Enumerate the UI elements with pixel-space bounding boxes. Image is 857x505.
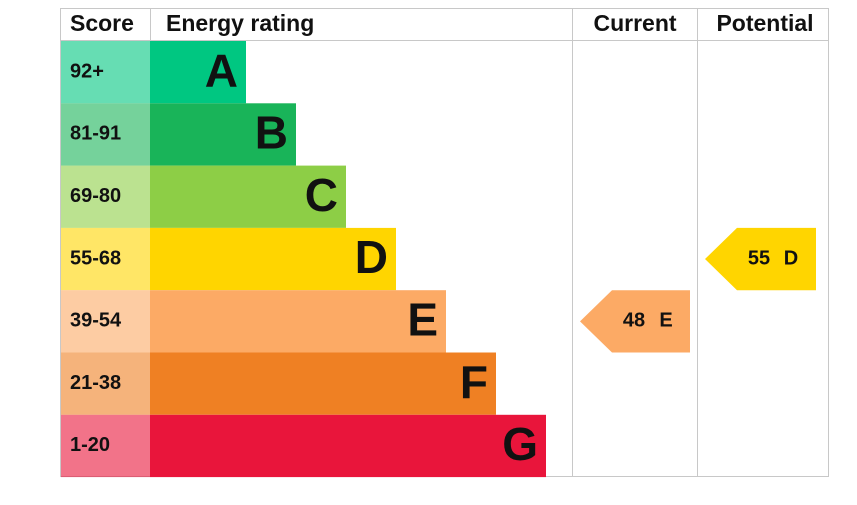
band-range: 39-54 bbox=[70, 310, 122, 332]
score-cell bbox=[61, 103, 150, 166]
band-letter: D bbox=[355, 231, 388, 283]
header-score: Score bbox=[70, 10, 134, 36]
band-range: 69-80 bbox=[70, 185, 121, 207]
score-cell bbox=[61, 352, 150, 415]
band-letter: F bbox=[460, 356, 488, 408]
score-cell bbox=[61, 41, 150, 104]
score-cell bbox=[61, 227, 150, 291]
score-cell bbox=[61, 165, 150, 228]
band-letter: C bbox=[305, 169, 338, 221]
header-potential: Potential bbox=[716, 10, 813, 36]
potential-arrow bbox=[705, 227, 816, 291]
band-bar bbox=[150, 290, 446, 353]
band-bar bbox=[150, 165, 346, 228]
band-letter: G bbox=[502, 418, 538, 470]
header-current: Current bbox=[593, 10, 676, 36]
band-bar bbox=[150, 103, 296, 166]
current-rating: E bbox=[659, 310, 672, 332]
band-range: 55-68 bbox=[70, 247, 121, 269]
band-bar bbox=[150, 227, 396, 291]
potential-rating: D bbox=[784, 247, 798, 269]
header-rating: Energy rating bbox=[166, 10, 314, 36]
band-bar bbox=[150, 352, 496, 415]
score-cell bbox=[61, 414, 150, 478]
band-bar bbox=[150, 41, 246, 104]
band-letter: A bbox=[205, 44, 238, 96]
current-arrow bbox=[580, 290, 690, 353]
band-range: 81-91 bbox=[70, 123, 121, 145]
band-letter: B bbox=[255, 107, 288, 159]
score-cell bbox=[61, 290, 150, 353]
band-range: 21-38 bbox=[70, 372, 121, 394]
band-letter: E bbox=[407, 294, 438, 346]
band-range: 1-20 bbox=[70, 434, 110, 456]
band-range: 92+ bbox=[70, 60, 104, 82]
band-bar bbox=[150, 414, 546, 478]
current-score: 48 bbox=[623, 310, 645, 332]
potential-score: 55 bbox=[748, 247, 770, 269]
